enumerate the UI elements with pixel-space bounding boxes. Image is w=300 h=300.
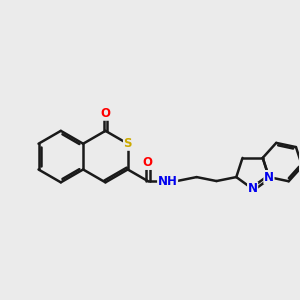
Text: S: S [124,137,132,150]
Text: N: N [248,182,258,195]
Text: O: O [100,107,110,120]
Text: NH: NH [158,175,178,188]
Text: O: O [143,156,153,170]
Text: N: N [264,171,274,184]
